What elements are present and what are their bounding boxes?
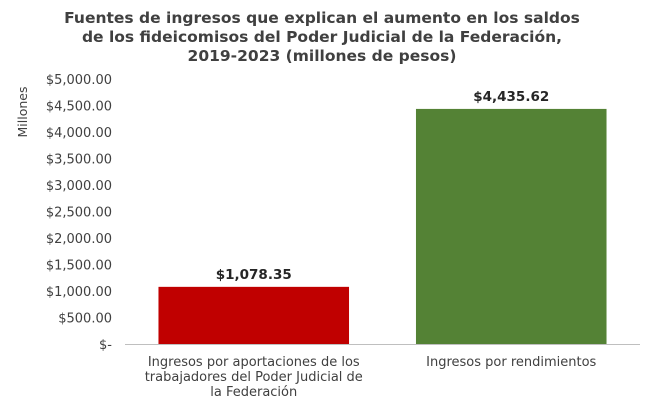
- y-tick-label: $4,000.00: [46, 126, 112, 141]
- y-tick-label: $1,500.00: [46, 259, 112, 274]
- y-tick-label: $500.00: [58, 312, 112, 327]
- bar: [158, 286, 350, 344]
- y-tick-label: $3,500.00: [46, 153, 112, 168]
- x-axis-categories: Ingresos por aportaciones de lostrabajad…: [145, 355, 597, 400]
- y-tick-label: $2,500.00: [46, 206, 112, 221]
- x-category-label: Ingresos por rendimientos: [426, 355, 596, 370]
- y-tick-label: $4,500.00: [46, 100, 112, 115]
- bar-data-label: $4,435.62: [473, 89, 549, 105]
- bar-data-label: $1,078.35: [216, 267, 292, 283]
- chart-title-line-1: Fuentes de ingresos que explican el aume…: [64, 9, 580, 27]
- x-category-label: trabajadores del Poder Judicial de: [145, 370, 363, 385]
- y-tick-label: $-: [99, 338, 112, 353]
- y-axis-label: Millones: [15, 87, 30, 138]
- chart-title: Fuentes de ingresos que explican el aume…: [64, 9, 580, 65]
- bars: $1,078.35 $4,435.62: [158, 89, 607, 344]
- chart-title-line-3: 2019-2023 (millones de pesos): [188, 47, 457, 65]
- chart-title-line-2: de los fideicomisos del Poder Judicial d…: [82, 28, 562, 46]
- x-category-label: la Federación: [210, 385, 297, 400]
- y-tick-label: $5,000.00: [46, 73, 112, 88]
- x-category-label: Ingresos por aportaciones de los: [148, 355, 360, 370]
- bar: [415, 108, 607, 344]
- y-tick-label: $1,000.00: [46, 285, 112, 300]
- y-axis-ticks: $- $500.00 $1,000.00 $1,500.00 $2,000.00 $2,5…: [46, 73, 112, 353]
- y-tick-label: $3,000.00: [46, 179, 112, 194]
- y-tick-label: $2,000.00: [46, 232, 112, 247]
